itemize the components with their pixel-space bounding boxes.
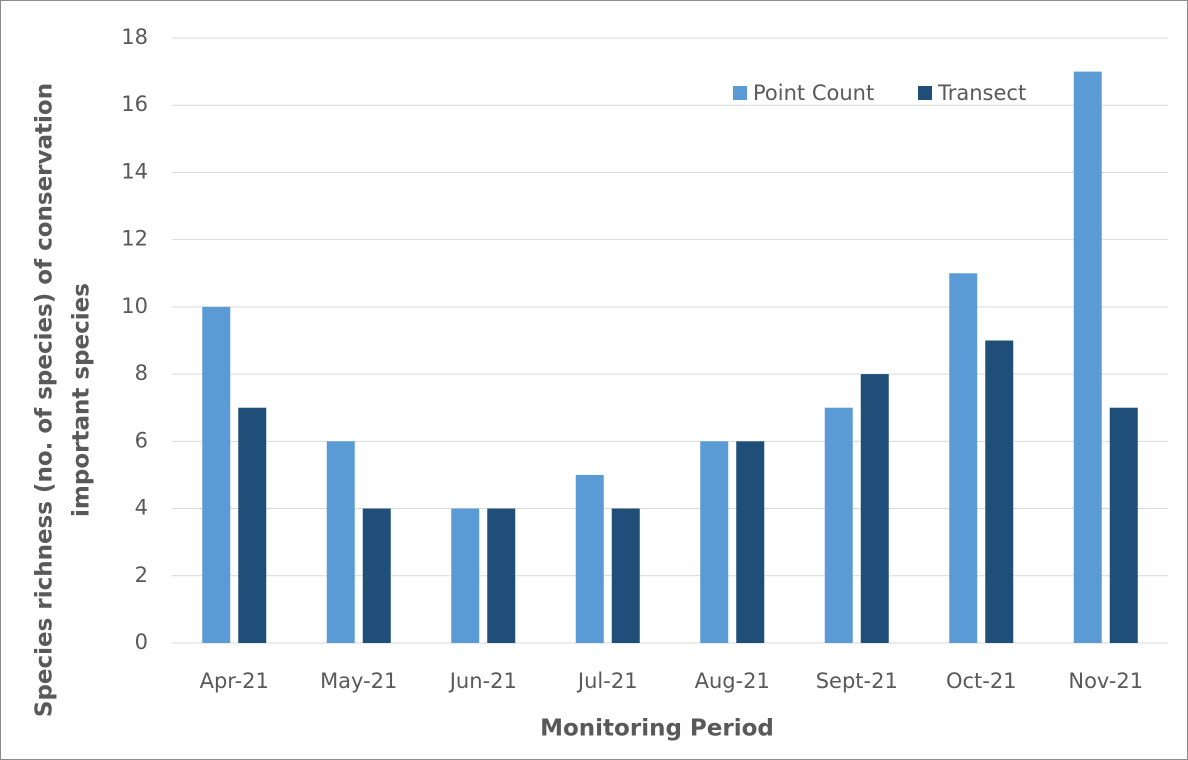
bar <box>736 441 765 643</box>
x-tick-label: Apr-21 <box>200 669 269 693</box>
bar <box>824 407 853 643</box>
y-tick-label: 16 <box>121 92 148 116</box>
bar <box>860 374 889 643</box>
x-tick-label: Jul-21 <box>576 669 638 693</box>
x-tick-label: Aug-21 <box>695 669 770 693</box>
x-tick-label: Jun-21 <box>448 669 517 693</box>
y-axis-label: Species richness (no. of species) of con… <box>32 83 58 717</box>
bar <box>700 441 729 643</box>
bar <box>451 508 480 643</box>
legend-swatch <box>918 86 932 100</box>
bar <box>1073 71 1102 644</box>
legend-swatch <box>733 86 747 100</box>
y-tick-label: 6 <box>135 428 148 452</box>
bar <box>362 508 391 643</box>
bar <box>487 508 516 643</box>
y-tick-label: 12 <box>121 227 148 251</box>
y-tick-label: 8 <box>135 361 148 385</box>
bar <box>575 474 604 643</box>
x-tick-label: Nov-21 <box>1068 669 1143 693</box>
legend-label: Transect <box>937 81 1026 105</box>
y-tick-label: 18 <box>121 25 148 49</box>
y-tick-label: 0 <box>135 630 148 654</box>
y-tick-label: 14 <box>121 159 148 183</box>
bar <box>1109 407 1138 643</box>
bar <box>202 306 231 643</box>
bar <box>611 508 640 643</box>
x-tick-label: Oct-21 <box>946 669 1017 693</box>
y-tick-label: 10 <box>121 294 148 318</box>
legend-label: Point Count <box>753 81 874 105</box>
y-tick-label: 4 <box>135 496 148 520</box>
x-axis-label: Monitoring Period <box>540 716 774 742</box>
x-tick-label: May-21 <box>320 669 397 693</box>
bar <box>949 273 978 643</box>
bar <box>326 441 355 643</box>
y-axis-label: important species <box>69 283 95 517</box>
bar <box>985 340 1014 643</box>
bar <box>238 407 267 643</box>
y-tick-label: 2 <box>135 563 148 587</box>
x-tick-label: Sept-21 <box>816 669 898 693</box>
